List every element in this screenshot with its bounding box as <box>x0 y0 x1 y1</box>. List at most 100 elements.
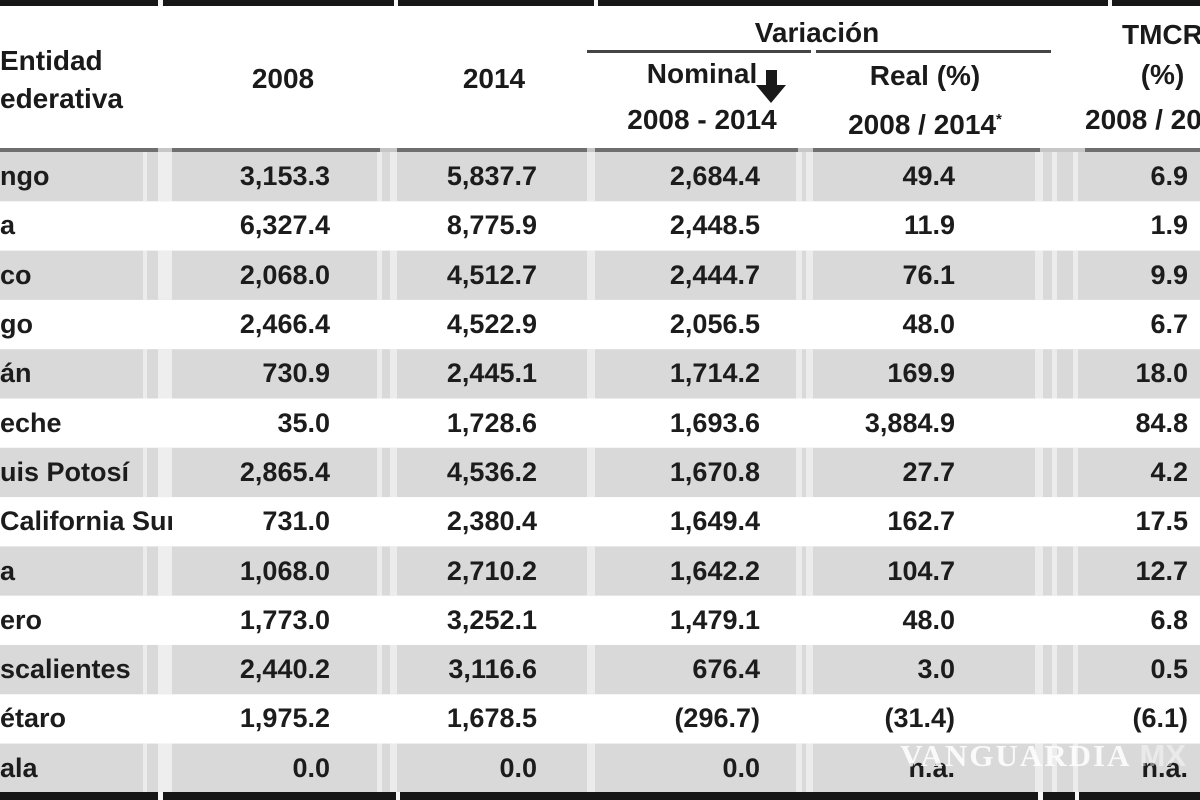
variation-nominal-cell: 2,056.5 <box>669 309 760 340</box>
variation-real-cell: 3.0 <box>917 654 955 685</box>
table-row: ala 0.0 0.0 0.0 n.a. n.a. <box>0 744 1200 793</box>
variation-nominal-cell: 2,684.4 <box>669 161 760 192</box>
table-row: co 2,068.0 4,512.7 2,444.7 76.1 9.9 <box>0 251 1200 300</box>
value-2014-cell: 0.0 <box>499 752 537 783</box>
table-bottom-border <box>0 792 1200 800</box>
value-2008-cell: 3,153.3 <box>239 161 330 192</box>
tmcra-cell: 6.7 <box>1150 309 1188 340</box>
variation-nominal-cell: (296.7) <box>674 703 760 734</box>
tmcra-cell: 12.7 <box>1135 555 1188 586</box>
border-gap <box>158 792 163 800</box>
value-2014-cell: 3,252.1 <box>446 604 537 635</box>
value-2008-cell: 730.9 <box>262 358 330 389</box>
col-header-tmcra-years: 2008 / 20 <box>1085 104 1200 135</box>
value-2008-cell: 1,975.2 <box>239 703 330 734</box>
col-header-2008: 2008 <box>251 63 315 94</box>
value-2008-cell: 6,327.4 <box>239 210 330 241</box>
table-row: eche 35.0 1,728.6 1,693.6 3,884.9 84.8 <box>0 398 1200 447</box>
table-header: Entidad ederativa 2008 2014 Variación No… <box>0 6 1200 148</box>
variation-real-cell: 48.0 <box>902 309 955 340</box>
col-header-2014: 2014 <box>462 63 526 94</box>
variation-real-cell: 162.7 <box>887 506 955 537</box>
tmcra-cell: 6.8 <box>1150 604 1188 635</box>
tmcra-cell: 84.8 <box>1135 407 1188 438</box>
value-2008-cell: 1,773.0 <box>239 604 330 635</box>
value-2008-cell: 0.0 <box>292 752 330 783</box>
value-2008-cell: 2,466.4 <box>239 309 330 340</box>
header-separator-line <box>0 148 1200 152</box>
variation-real-cell: 27.7 <box>902 456 955 487</box>
table-row: étaro 1,975.2 1,678.5 (296.7) (31.4) (6.… <box>0 694 1200 743</box>
table-row: scalientes 2,440.2 3,116.6 676.4 3.0 0.5 <box>0 645 1200 694</box>
entity-cell: ero <box>0 604 43 635</box>
tmcra-cell: (6.1) <box>1132 703 1188 734</box>
separator-notch <box>1040 148 1085 152</box>
variation-real-cell: n.a. <box>908 752 955 783</box>
entity-cell: uis Potosí <box>0 456 130 487</box>
value-2014-cell: 2,445.1 <box>446 358 537 389</box>
table-row: ero 1,773.0 3,252.1 1,479.1 48.0 6.8 <box>0 596 1200 645</box>
variacion-underline <box>587 50 1051 53</box>
variation-real-cell: 11.9 <box>903 210 955 241</box>
col-header-nominal: Nominal <box>646 58 758 89</box>
separator-notch <box>158 148 172 152</box>
variation-nominal-cell: 1,670.8 <box>669 456 760 487</box>
separator-notch <box>798 148 813 152</box>
entity-cell: scalientes <box>0 654 131 685</box>
table-row: uis Potosí 2,865.4 4,536.2 1,670.8 27.7 … <box>0 448 1200 497</box>
variation-nominal-cell: 1,479.1 <box>669 604 760 635</box>
value-2014-cell: 2,380.4 <box>446 506 537 537</box>
variation-nominal-cell: 2,444.7 <box>669 259 760 290</box>
col-header-variacion: Variación <box>754 17 880 48</box>
table-body: ngo 3,153.3 5,837.7 2,684.4 49.4 6.9 a 6… <box>0 152 1200 793</box>
separator-notch <box>380 148 397 152</box>
value-2014-cell: 5,837.7 <box>446 161 537 192</box>
value-2008-cell: 2,068.0 <box>239 259 330 290</box>
value-2008-cell: 2,865.4 <box>239 456 330 487</box>
value-2008-cell: 731.0 <box>262 506 330 537</box>
entity-header-line1: Entidad <box>0 45 103 76</box>
entity-cell: a <box>0 555 16 586</box>
variation-real-cell: 104.7 <box>887 555 955 586</box>
variation-real-cell: 3,884.9 <box>864 407 955 438</box>
footnote-asterisk: * <box>996 111 1002 128</box>
value-2008-cell: 2,440.2 <box>239 654 330 685</box>
value-2014-cell: 8,775.9 <box>446 210 537 241</box>
entity-cell: go <box>0 309 33 340</box>
table-row: án 730.9 2,445.1 1,714.2 169.9 18.0 <box>0 349 1200 398</box>
variation-nominal-cell: 1,714.2 <box>669 358 760 389</box>
entity-cell: ala <box>0 752 38 783</box>
border-gap <box>394 0 398 6</box>
border-gap <box>1075 792 1079 800</box>
variation-real-cell: (31.4) <box>884 703 955 734</box>
col-header-real: Real (%) <box>869 60 981 91</box>
variacion-underline-gap <box>811 50 816 53</box>
border-gap <box>1108 0 1112 6</box>
col-header-real-years: 2008 / 2014* <box>810 103 1040 142</box>
arrow-down-icon <box>756 70 786 104</box>
entity-cell: étaro <box>0 703 67 734</box>
tmcra-cell: 4.2 <box>1150 456 1188 487</box>
value-2014-cell: 4,522.9 <box>446 309 537 340</box>
real-years-text: 2008 / 2014 <box>848 109 997 140</box>
variation-nominal-cell: 676.4 <box>692 654 760 685</box>
border-gap <box>594 0 598 6</box>
tmcra-cell: 6.9 <box>1150 161 1188 192</box>
value-2014-cell: 4,536.2 <box>446 456 537 487</box>
entity-cell: California Sur <box>0 506 172 537</box>
value-2014-cell: 1,728.6 <box>446 407 537 438</box>
col-header-tmcra-pct: (%) <box>1140 59 1185 90</box>
table-row: a 1,068.0 2,710.2 1,642.2 104.7 12.7 <box>0 546 1200 595</box>
entity-cell: ngo <box>0 161 50 192</box>
tmcra-cell: 1.9 <box>1150 210 1188 241</box>
value-2008-cell: 1,068.0 <box>239 555 330 586</box>
variation-real-cell: 48.0 <box>902 604 955 635</box>
variation-nominal-cell: 2,448.5 <box>669 210 760 241</box>
border-gap <box>396 792 400 800</box>
entity-cell: a <box>0 210 16 241</box>
variation-nominal-cell: 1,693.6 <box>669 407 760 438</box>
border-gap <box>158 0 163 6</box>
tmcra-cell: 18.0 <box>1135 358 1188 389</box>
separator-notch <box>587 148 595 152</box>
